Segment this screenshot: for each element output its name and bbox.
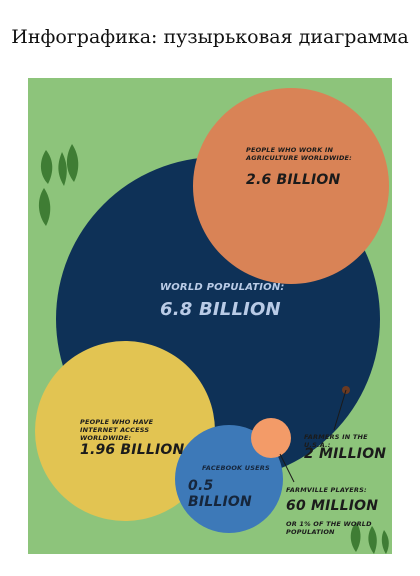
farmville-label: Farmville players: [286,486,367,494]
internet-access-value: 1.96 Billion [80,442,185,458]
facebook-label: Facebook users [202,464,270,472]
world-population-label: World population: [160,282,285,293]
world-population-value: 6.8 Billion [160,299,281,320]
agriculture-value: 2.6 Billion [246,172,341,188]
farmville-note: Or 1% of the world population [286,520,372,536]
farmville-value: 60 Million [286,498,379,514]
internet-access-bubble [35,341,215,521]
farmville-leader-line [279,453,295,483]
leaf-icon [350,522,389,554]
agriculture-bubble [193,88,389,284]
bubble-canvas [28,78,392,554]
leaf-icon [38,144,79,226]
usa-farmers-value: 2 Million [304,446,387,462]
internet-access-label: People who have internet access worldwid… [80,418,154,442]
usa-farmers-leader-line [333,389,347,431]
facebook-value: 0.5 Billion [188,478,252,510]
bubble-infographic: People who work in agriculture worldwide… [28,78,392,554]
facebook-bubble [175,425,283,533]
page-title: Инфографика: пузырьковая диаграмма [11,26,409,48]
agriculture-label: People who work in agriculture worldwide… [246,146,352,162]
farmville-bubble [251,418,291,458]
usa-farmers-label: Farmers in the U.S.A.: [304,433,368,449]
